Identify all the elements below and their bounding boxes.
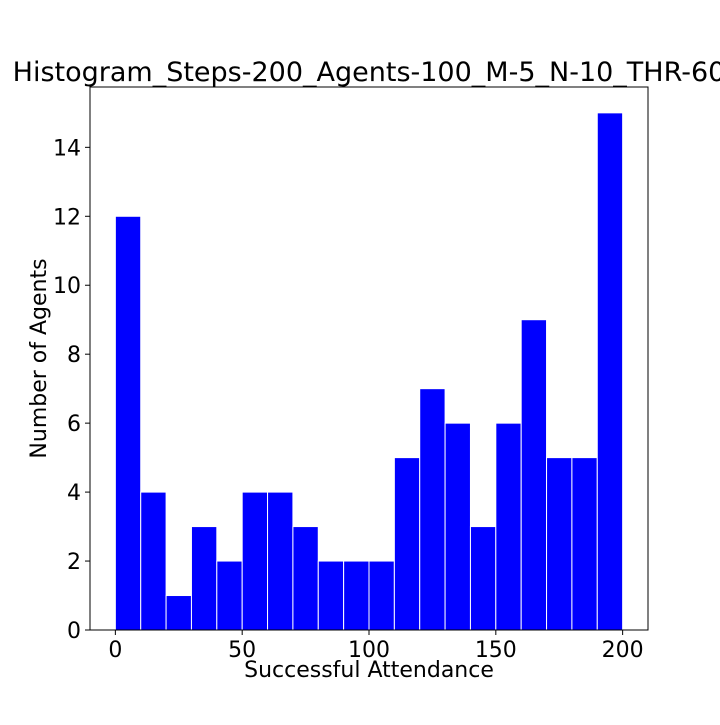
x-tick-label: 200 [602, 638, 644, 663]
histogram-bar [368, 560, 395, 631]
histogram-bar [520, 319, 548, 631]
y-tick-label: 6 [67, 412, 81, 437]
x-tick-label: 0 [108, 638, 122, 663]
y-tick-label: 2 [67, 550, 81, 575]
plot-area-frame [89, 86, 649, 631]
y-tick-label: 14 [53, 136, 81, 161]
histogram-bar [241, 491, 269, 631]
histogram-bar [190, 526, 218, 631]
histogram-bar [140, 491, 167, 631]
x-tick-label: 100 [348, 638, 390, 663]
y-tick-label: 10 [53, 274, 81, 299]
x-axis-ticks: 0 50 100 150 200 [108, 630, 644, 663]
histogram-bar [596, 112, 624, 631]
histogram-bar [495, 422, 522, 631]
histogram-bar [216, 560, 243, 631]
histogram-bar [343, 560, 370, 631]
y-axis-label: Number of Agents [27, 258, 52, 458]
chart-title: Histogram_Steps-200_Agents-100_M-5_N-10_… [13, 57, 720, 88]
histogram-bar [165, 595, 192, 631]
histogram-bar [546, 457, 573, 631]
histogram-bar [267, 491, 294, 631]
y-tick-label: 8 [67, 343, 81, 368]
histogram-bar [393, 457, 421, 631]
y-tick-label: 12 [53, 205, 81, 230]
histogram-bar [419, 388, 446, 631]
y-tick-label: 0 [67, 619, 81, 644]
histogram-bar [317, 560, 345, 631]
x-tick-label: 50 [228, 638, 256, 663]
x-axis-label: Successful Attendance [244, 658, 494, 683]
x-tick-label: 150 [475, 638, 517, 663]
y-tick-label: 4 [67, 481, 81, 506]
histogram-bar [444, 422, 471, 631]
histogram-bar [114, 215, 142, 631]
histogram-bar [571, 457, 598, 631]
bars-group [114, 112, 624, 631]
histogram-bar [292, 526, 319, 631]
y-axis-ticks: 0 2 4 6 8 10 12 14 [53, 136, 90, 644]
histogram-bar [469, 526, 497, 631]
